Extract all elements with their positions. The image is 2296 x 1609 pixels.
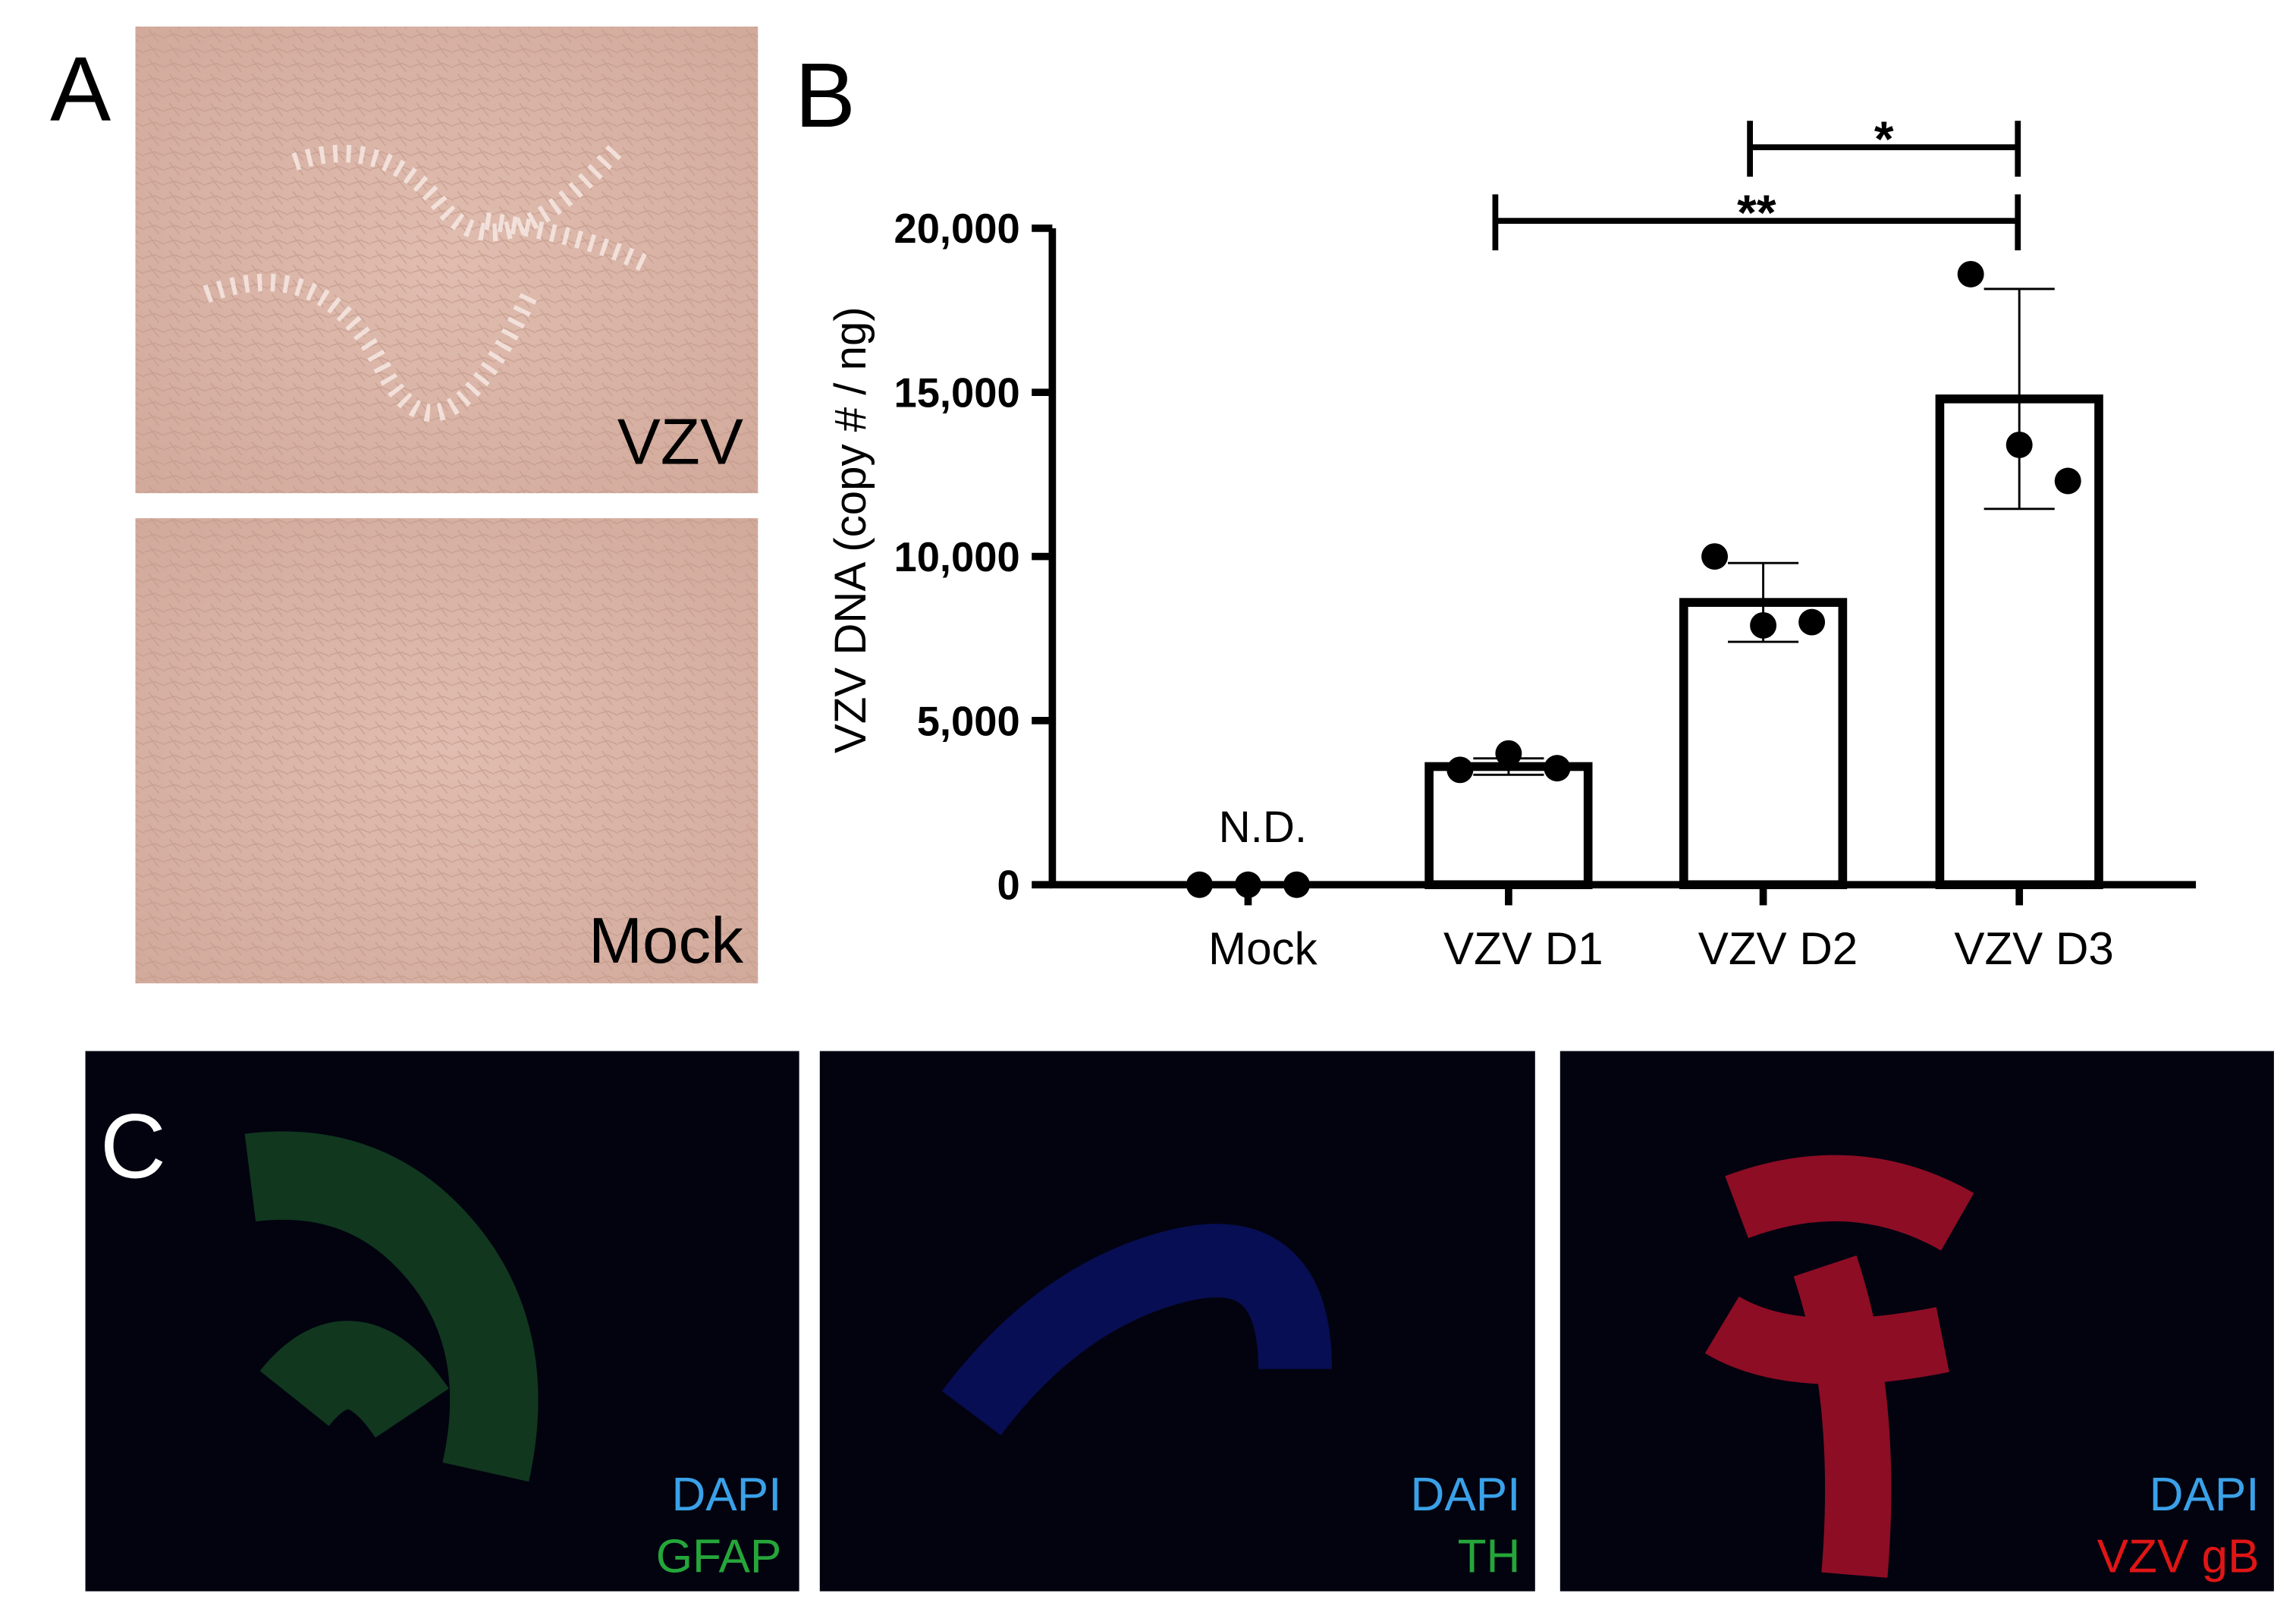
y-tick-label: 0 <box>997 863 1019 909</box>
stain-label: DAPI <box>1411 1469 1521 1521</box>
y-tick-label: 10,000 <box>894 534 1020 580</box>
infected-cells <box>203 141 652 422</box>
photo-texture <box>135 518 759 984</box>
annotation: N.D. <box>1219 803 1307 852</box>
data-point <box>2005 431 2033 458</box>
photo-texture <box>135 27 759 494</box>
stain-label: DAPI <box>2150 1469 2260 1521</box>
data-point <box>1544 755 1571 782</box>
significance-label: * <box>1874 111 1894 167</box>
photo-caption: Mock <box>589 905 743 977</box>
data-point <box>1957 260 1984 288</box>
stain-label: GFAP <box>656 1530 782 1582</box>
y-tick-label: 20,000 <box>894 206 1020 252</box>
dapi-signal <box>941 1224 1333 1436</box>
gfap-signal <box>244 1131 539 1482</box>
data-point <box>1798 608 1826 636</box>
significance-label: ** <box>1737 184 1776 240</box>
stain-label: TH <box>1458 1530 1521 1582</box>
y-tick-label: 5,000 <box>917 698 1020 744</box>
panel-c: C DAPI GFAP DAPI TH DAPI VZV gB <box>85 1051 2274 1592</box>
x-tick-label: VZV D3 <box>1954 923 2114 974</box>
y-axis-title: VZV DNA (copy # / ng) <box>826 306 875 753</box>
plot: 0 5,000 10,000 15,000 20,000 Mock VZV D1 VZV D2… <box>894 111 2197 974</box>
panel-label: C <box>100 1095 166 1197</box>
x-tick-label: Mock <box>1208 923 1318 974</box>
panel-label: B <box>795 45 856 146</box>
gb-signal <box>1704 1155 1974 1578</box>
photo-caption: VZV <box>617 406 743 478</box>
data-point <box>1446 756 1474 784</box>
panel-label: A <box>50 39 111 140</box>
data-point <box>1495 740 1522 767</box>
data-point <box>1750 611 1777 639</box>
bar <box>1424 762 1593 890</box>
fluorescence-image <box>819 1051 1535 1592</box>
data-point <box>1186 871 1213 898</box>
stain-label: DAPI <box>671 1469 781 1521</box>
data-point <box>1701 543 1729 570</box>
data-point <box>1283 871 1310 898</box>
bar <box>1679 598 1848 890</box>
x-tick-label: VZV D2 <box>1698 923 1858 974</box>
x-tick-label: VZV D1 <box>1443 923 1603 974</box>
stain-label: VZV gB <box>2097 1530 2260 1582</box>
data-point <box>2054 467 2081 495</box>
y-tick-label: 15,000 <box>894 370 1020 416</box>
